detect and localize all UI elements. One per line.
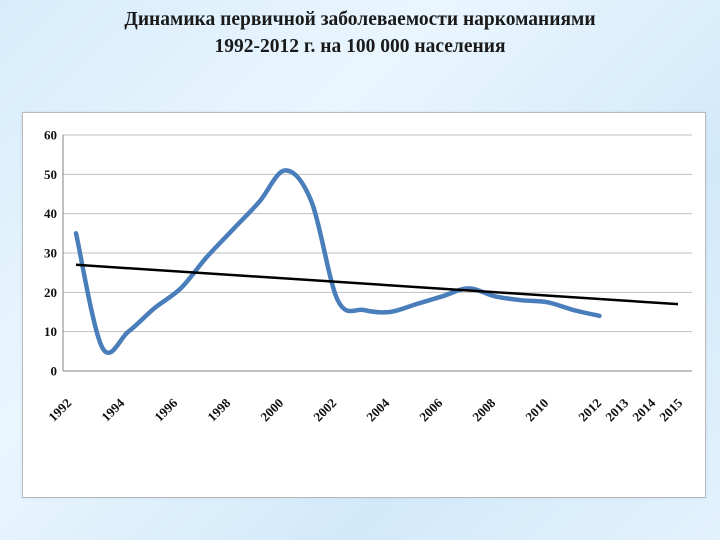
line-chart: 0 10 20 30 40 50 60 1992 1994 1996 1998 2000 2002 20… bbox=[44, 128, 692, 424]
y-tick-label: 20 bbox=[44, 285, 57, 300]
y-axis-ticks: 0 10 20 30 40 50 60 bbox=[44, 128, 57, 379]
x-tick-label: 2010 bbox=[522, 395, 551, 424]
y-tick-label: 40 bbox=[44, 206, 57, 221]
x-axis-ticks: 1992 1994 1996 1998 2000 2002 2004 2006 2008 2010… bbox=[45, 395, 685, 424]
y-tick-label: 0 bbox=[51, 364, 58, 379]
axes bbox=[62, 135, 692, 372]
x-tick-label: 2012 bbox=[575, 395, 604, 424]
x-tick-label: 2008 bbox=[469, 395, 498, 424]
x-tick-label: 2014 bbox=[629, 395, 658, 424]
x-tick-label: 2004 bbox=[363, 395, 392, 424]
x-tick-label: 1996 bbox=[151, 395, 180, 424]
x-tick-label: 2013 bbox=[602, 395, 631, 424]
x-tick-label: 1992 bbox=[45, 395, 74, 424]
chart-area: 0 10 20 30 40 50 60 1992 1994 1996 1998 2000 2002 20… bbox=[22, 112, 706, 498]
slide-title-line1: Динамика первичной заболеваемости нарком… bbox=[124, 9, 596, 30]
y-tick-label: 50 bbox=[44, 167, 57, 182]
series-line bbox=[73, 168, 602, 356]
trend-line bbox=[75, 263, 679, 306]
y-tick-label: 60 bbox=[44, 128, 57, 143]
x-tick-label: 1998 bbox=[204, 395, 233, 424]
slide-title-line2: 1992-2012 г. на 100 000 населения bbox=[214, 36, 506, 57]
trendline-layer bbox=[75, 263, 679, 306]
slide-title: Динамика первичной заболеваемости нарком… bbox=[0, 6, 720, 60]
y-tick-label: 30 bbox=[44, 246, 57, 261]
x-tick-label: 2002 bbox=[310, 395, 339, 424]
x-tick-label: 2000 bbox=[257, 395, 286, 424]
y-tick-label: 10 bbox=[44, 324, 57, 339]
x-tick-label: 2015 bbox=[656, 395, 685, 424]
x-tick-label: 1994 bbox=[98, 395, 127, 424]
series-layer bbox=[73, 168, 602, 356]
x-tick-label: 2006 bbox=[416, 395, 445, 424]
gridlines bbox=[63, 134, 692, 333]
